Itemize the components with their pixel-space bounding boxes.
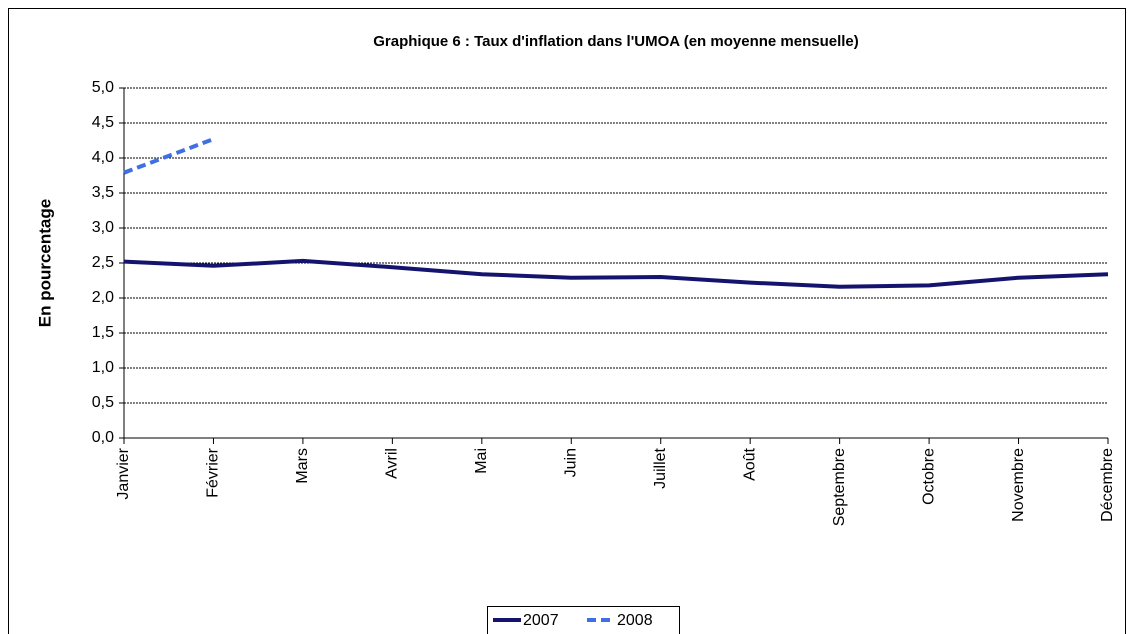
legend-label: 2008: [617, 612, 653, 629]
x-tick-label: Juin: [562, 448, 579, 477]
x-tick-label: Juillet: [652, 447, 669, 488]
y-tick-label: 1,0: [92, 359, 114, 376]
x-tick-label: Octobre: [920, 448, 937, 505]
x-tick-label: Janvier: [115, 447, 132, 499]
y-tick-label: 3,5: [92, 184, 114, 201]
x-tick-label: Février: [205, 447, 222, 497]
legend-label: 2007: [523, 612, 559, 629]
x-tick-label: Mai: [473, 448, 490, 474]
x-tick-label: Novembre: [1010, 448, 1027, 522]
x-tick-label: Août: [741, 447, 758, 480]
chart-frame: [8, 8, 1126, 634]
line-series: [123, 258, 1109, 289]
y-tick-label: 4,0: [92, 149, 114, 166]
y-tick-label: 5,0: [92, 79, 114, 96]
y-axis-label: En pourcentage: [35, 199, 54, 327]
chart-title: Graphique 6 : Taux d'inflation dans l'UM…: [373, 33, 859, 50]
x-tick-label: Septembre: [831, 448, 848, 526]
y-tick-label: 4,5: [92, 114, 114, 131]
y-tick-label: 2,0: [92, 289, 114, 306]
y-tick-label: 1,5: [92, 324, 114, 341]
x-tick-label: Avril: [384, 448, 401, 479]
x-tick-label: Décembre: [1099, 448, 1116, 522]
y-tick-label: 3,0: [92, 219, 114, 236]
x-tick-label: Mars: [294, 448, 311, 484]
line-series: [123, 137, 215, 175]
y-tick-label: 0,5: [92, 394, 114, 411]
y-tick-label: 2,5: [92, 254, 114, 271]
y-tick-label: 0,0: [92, 429, 114, 446]
